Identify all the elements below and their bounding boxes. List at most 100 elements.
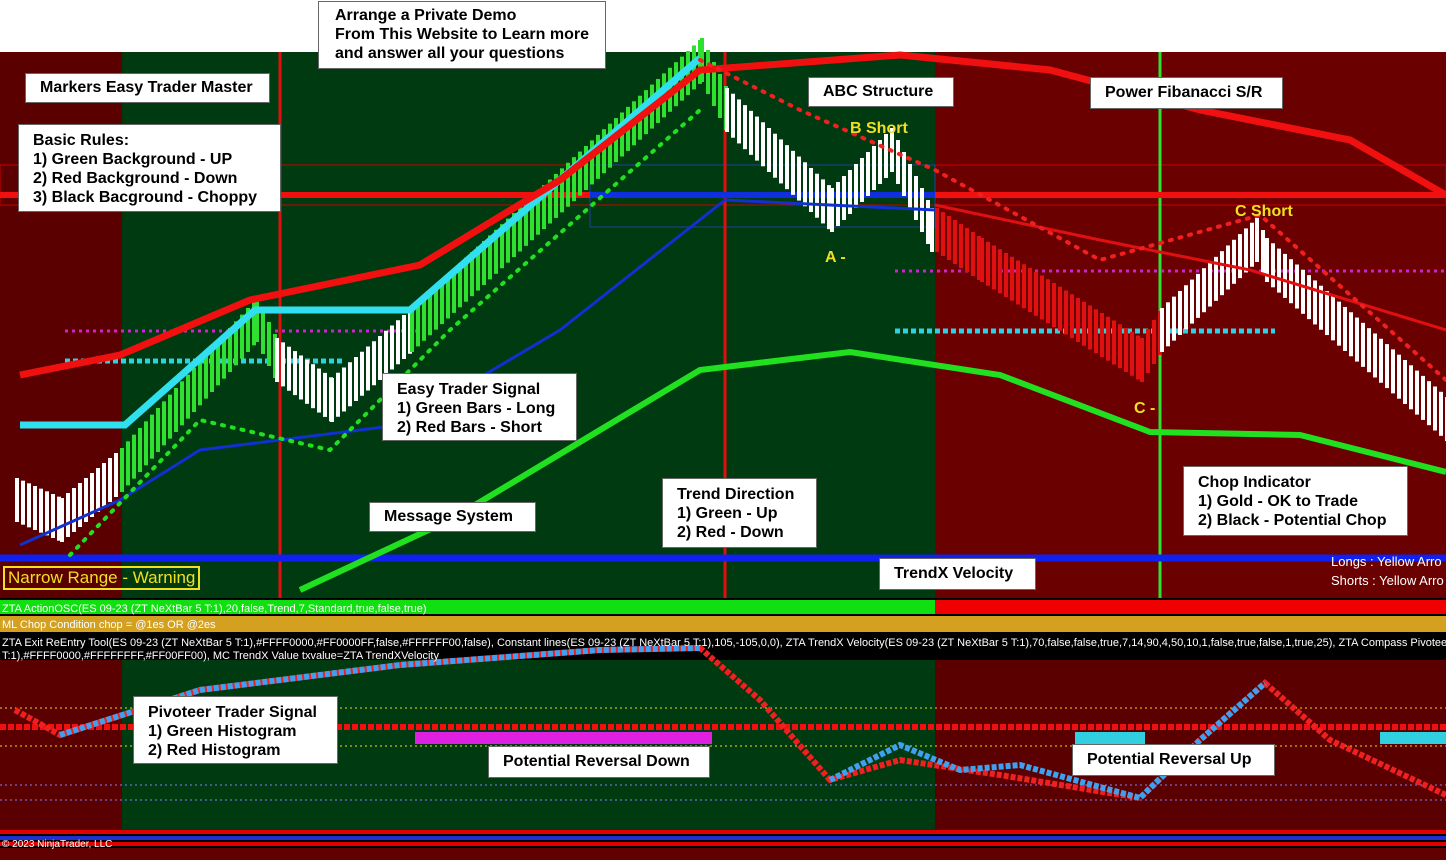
candle: [506, 218, 510, 263]
candle: [216, 341, 220, 386]
candle: [470, 252, 474, 297]
candle: [1184, 285, 1188, 330]
candle: [731, 93, 735, 138]
candle: [78, 483, 82, 527]
text: Message System: [384, 508, 513, 525]
candle: [267, 322, 271, 366]
candle: [168, 394, 172, 439]
callout: TrendX Velocity: [879, 558, 1036, 590]
text: 2) Red Histogram: [148, 742, 281, 759]
candle: [372, 341, 376, 386]
text: Power Fibanacci S/R: [1105, 84, 1263, 101]
candle: [108, 458, 112, 502]
candle: [980, 238, 984, 282]
text: 3) Black Bacground - Choppy: [33, 189, 258, 206]
candle: [1004, 253, 1008, 297]
candle: [378, 336, 382, 380]
candle: [680, 56, 684, 101]
text: 2) Red Background - Down: [33, 170, 238, 187]
candle: [926, 200, 930, 244]
candle: [204, 354, 208, 399]
candle: [90, 473, 94, 517]
candle: [354, 357, 358, 401]
marker: B Short: [850, 120, 908, 137]
candle: [1295, 264, 1299, 309]
candle: [821, 179, 825, 224]
candle: [162, 401, 166, 446]
callout: Markers Easy Trader Master: [25, 73, 270, 103]
text: Basic Rules:: [33, 132, 130, 149]
candle: [21, 480, 25, 525]
candle: [1415, 370, 1419, 415]
text: 2) Black - Potential Chop: [1198, 512, 1387, 529]
candle: [1130, 331, 1134, 376]
text: From This Website to Learn more: [335, 26, 589, 43]
candle: [947, 216, 951, 260]
candle: [228, 328, 232, 372]
candle: [1082, 301, 1086, 346]
callout: Pivoteer Trader Signal 1) Green Histogram…: [133, 696, 338, 764]
candle: [566, 162, 570, 207]
candle: [305, 359, 309, 404]
candle: [1022, 264, 1026, 309]
candle: [725, 88, 729, 132]
candle: [1331, 296, 1335, 341]
candle: [366, 346, 370, 391]
warning: Narrow Range - Warning: [3, 566, 201, 590]
candle: [1283, 253, 1287, 298]
candle: [785, 145, 789, 190]
candle: [1208, 262, 1212, 307]
candle: [57, 496, 61, 541]
candle: [524, 201, 528, 246]
candle: [342, 367, 346, 412]
candle: [494, 229, 498, 274]
candle: [1325, 291, 1329, 336]
candle: [737, 99, 741, 144]
trend-line: [298, 348, 1446, 593]
candle: [464, 257, 468, 302]
candle: [518, 207, 522, 252]
candle: [434, 285, 438, 330]
candle: [1397, 354, 1401, 399]
candle: [1337, 301, 1341, 346]
callout: Potential Reversal Up: [1072, 744, 1275, 776]
candle: [542, 185, 546, 230]
candle: [1010, 256, 1014, 301]
zone-red: [0, 660, 122, 830]
candle: [458, 263, 462, 308]
candle: [1433, 386, 1437, 431]
candle: [1016, 260, 1020, 305]
candle: [428, 291, 432, 336]
candle: [554, 173, 558, 218]
candle: [299, 355, 303, 400]
text: 1) Green Background - UP: [33, 151, 233, 168]
candle: [596, 134, 600, 179]
copyright: © 2023 NinjaTrader, LLC: [2, 839, 113, 850]
candle: [767, 128, 771, 172]
candle: [803, 162, 807, 207]
marker: A -: [825, 249, 846, 266]
text: Markers Easy Trader Master: [40, 79, 253, 96]
indicator-label: ZTA Exit ReEntry Tool(ES 09-23 (ZT NeXtB…: [2, 637, 1446, 649]
indicator-label: ZTA ActionOSC(ES 09-23 (ZT NeXtBar 5 T:1…: [2, 603, 427, 615]
candle: [854, 164, 858, 208]
candle: [252, 301, 256, 346]
candle: [878, 140, 882, 184]
candle: [1100, 313, 1104, 357]
candle: [930, 208, 934, 252]
candle: [1244, 228, 1248, 273]
candle: [1040, 275, 1044, 320]
candle: [1160, 308, 1164, 352]
candle: [402, 315, 406, 359]
candle: [1202, 268, 1206, 313]
dots: [698, 58, 1446, 382]
candle: [192, 368, 196, 412]
candle: [1238, 234, 1242, 279]
candle: [287, 346, 291, 391]
candle: [396, 320, 400, 365]
candle: [1427, 381, 1431, 426]
callout: Chop Indicator 1) Gold - OK to Trade 2) Bl…: [1183, 466, 1408, 536]
demo-box[interactable]: Arrange a Private Demo From This Website…: [318, 1, 606, 69]
candle: [336, 372, 340, 417]
